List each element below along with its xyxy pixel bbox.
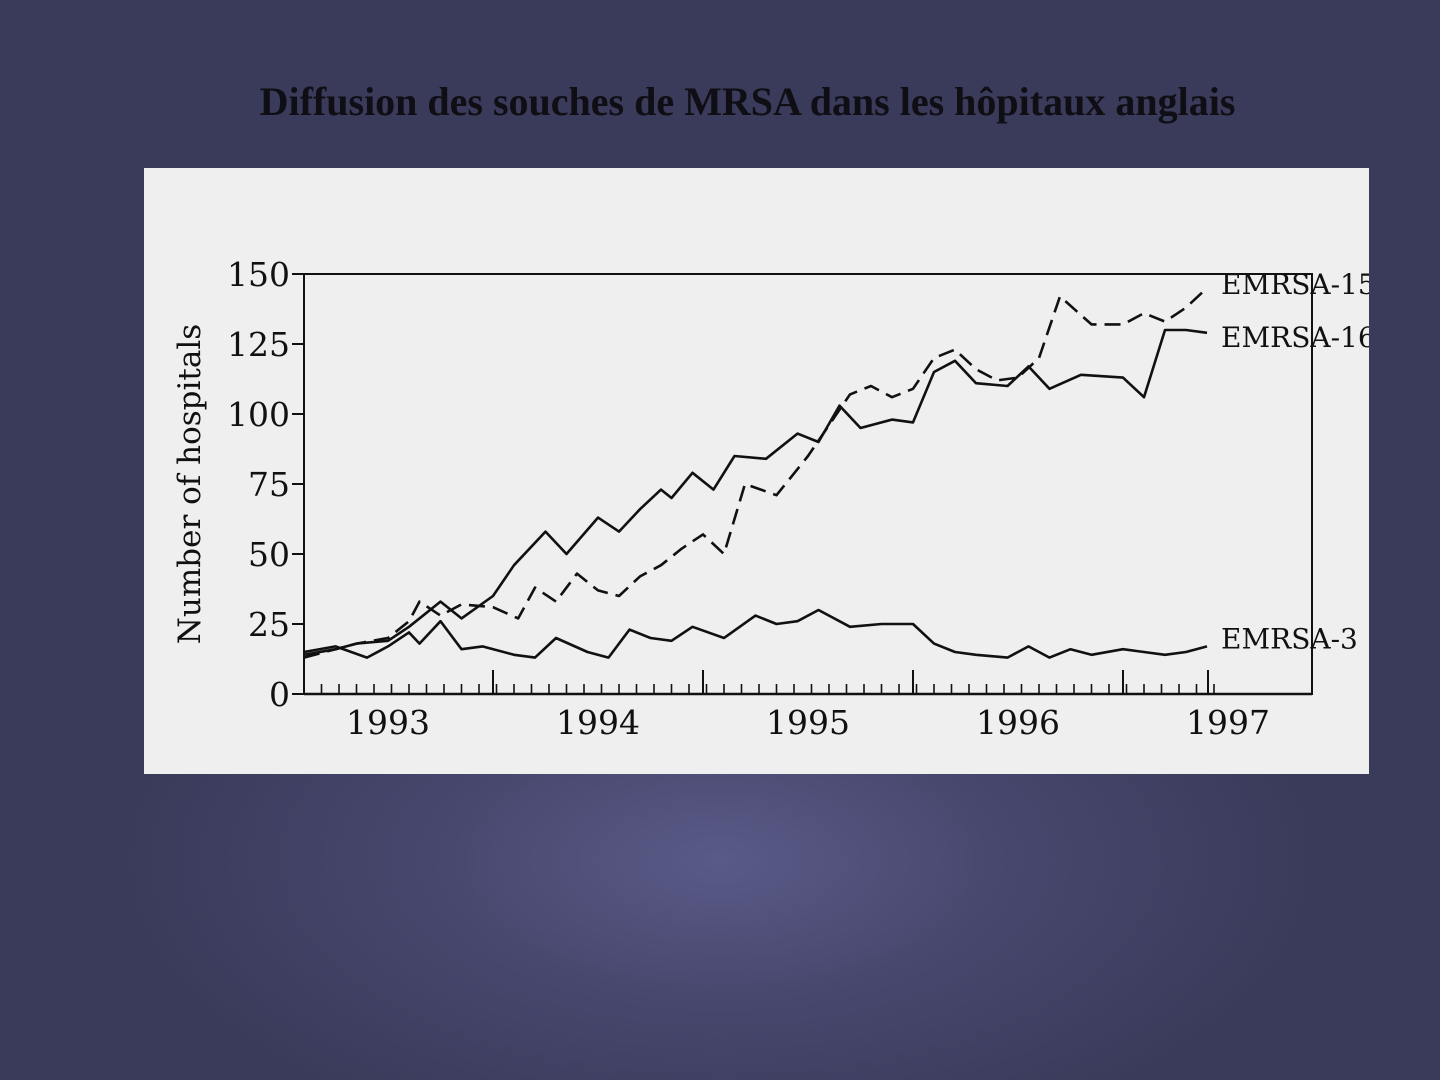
series-label-emrsa-15: EMRSA-15 [1221, 268, 1369, 301]
y-tick-label: 125 [227, 325, 290, 364]
y-axis-ticks: 0 25 50 75 100 125 150 [227, 255, 304, 714]
chart-panel: 0 25 50 75 100 125 150 1993 1994 1995 1996 1997 EM… [144, 168, 1369, 774]
line-chart: 0 25 50 75 100 125 150 1993 1994 1995 1996 1997 EM… [172, 255, 1369, 742]
y-tick-label: 75 [248, 465, 290, 504]
x-tick-label: 1995 [766, 703, 850, 742]
y-tick-label: 100 [227, 395, 290, 434]
y-axis-title: Number of hospitals [172, 324, 208, 644]
x-tick-label: 1993 [346, 703, 430, 742]
series-label-emrsa-3: EMRSA-3 [1221, 622, 1358, 655]
x-tick-label: 1997 [1186, 703, 1270, 742]
series-line-emrsa-3 [303, 608, 1208, 659]
series-layer [303, 287, 1208, 659]
y-tick-label: 50 [248, 535, 290, 574]
x-axis-ticks: 1993 1994 1995 1996 1997 [303, 670, 1270, 742]
y-tick-label: 150 [227, 255, 290, 294]
x-tick-label: 1996 [976, 703, 1060, 742]
series-line-emrsa-16 [303, 328, 1208, 657]
series-line-emrsa-15 [303, 287, 1208, 659]
series-labels: EMRSA-15 EMRSA-16 EMRSA-3 [1221, 268, 1369, 655]
y-tick-label: 25 [248, 605, 290, 644]
x-tick-label: 1994 [556, 703, 640, 742]
y-tick-label: 0 [269, 675, 290, 714]
plot-frame [303, 273, 1313, 695]
series-label-emrsa-16: EMRSA-16 [1221, 321, 1369, 354]
slide-title: Diffusion des souches de MRSA dans les h… [259, 79, 1236, 124]
